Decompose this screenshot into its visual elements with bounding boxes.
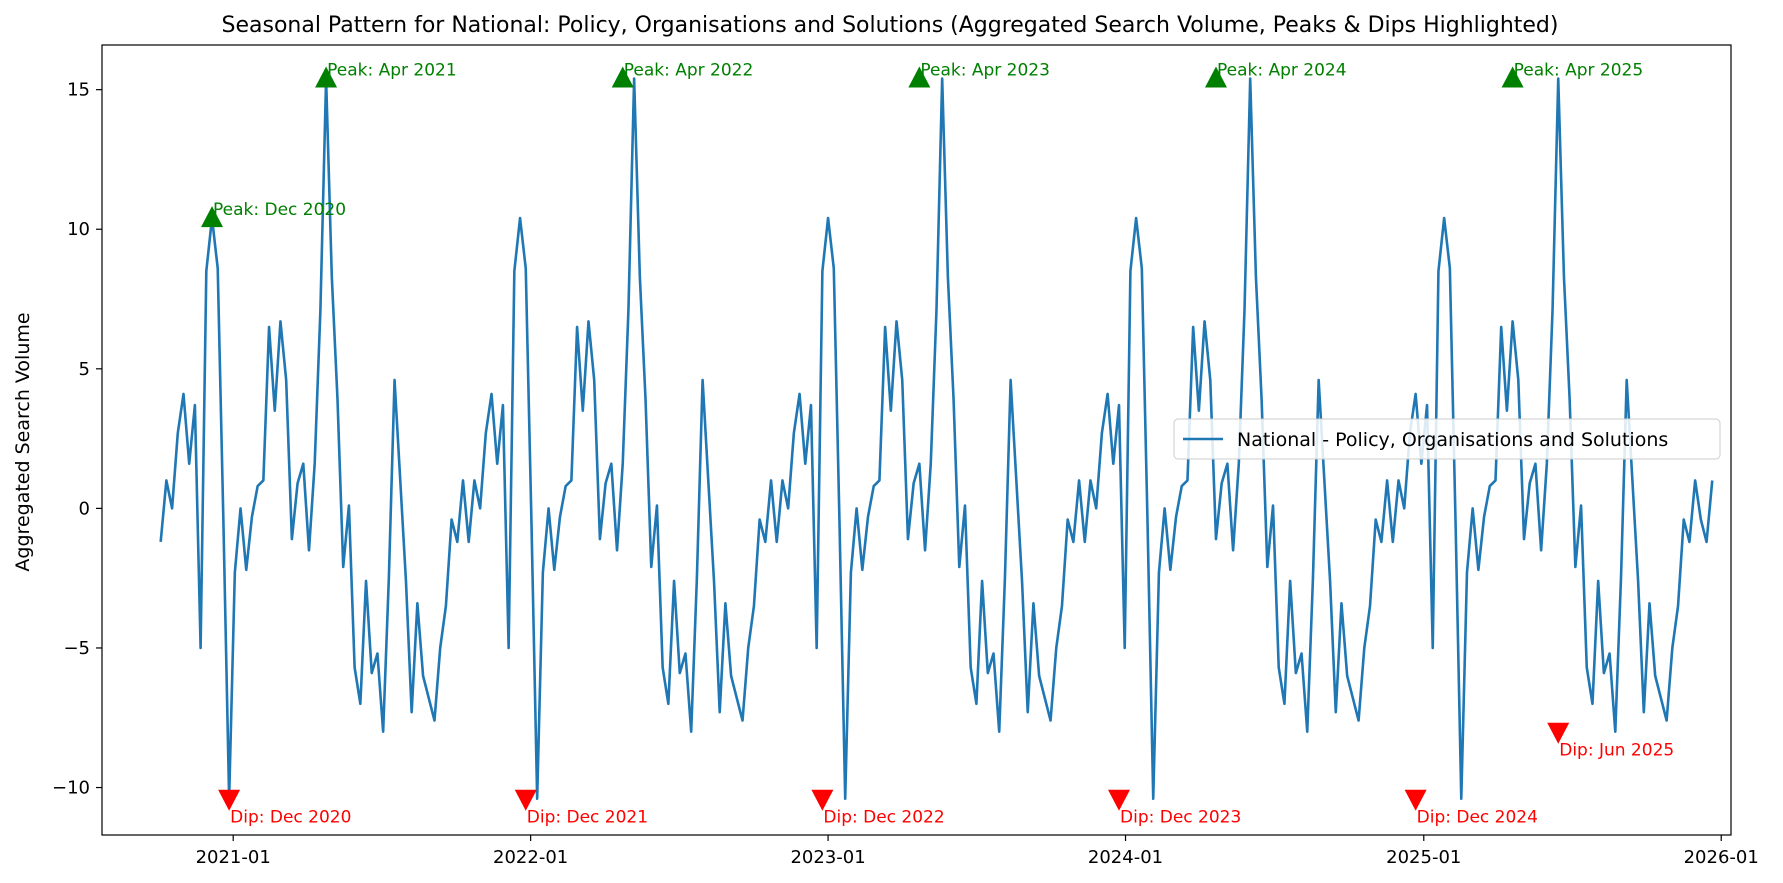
y-axis: 15 10 5 0 −5 −10: [52, 80, 102, 799]
y-tick-label: 15: [67, 80, 90, 101]
x-tick-label: 2022-01: [493, 847, 568, 868]
legend: National - Policy, Organisations and Sol…: [1173, 418, 1721, 460]
dip-label: Dip: Dec 2020: [230, 808, 351, 828]
dip-marker: [811, 789, 834, 811]
dip-marker: [1404, 789, 1427, 811]
dip-marker: [1547, 722, 1570, 744]
y-tick-label: −5: [63, 638, 90, 659]
dip-label: Dip: Jun 2025: [1559, 741, 1674, 761]
legend-box: [1173, 418, 1721, 460]
y-tick-label: −10: [52, 778, 90, 799]
peak-label: Peak: Apr 2024: [1217, 60, 1347, 80]
peak-marker: [611, 66, 634, 88]
dip-label: Dip: Dec 2024: [1417, 808, 1538, 828]
dip-marker: [514, 789, 537, 811]
peak-label: Peak: Dec 2020: [213, 200, 346, 220]
peak-marker: [1501, 66, 1524, 88]
peak-marker: [908, 66, 931, 88]
x-axis: 2021-01 2022-01 2023-01 2024-01 2025-01 2026-…: [196, 835, 1759, 868]
x-tick-label: 2025-01: [1386, 847, 1461, 868]
dip-label: Dip: Dec 2022: [823, 808, 944, 828]
y-tick-label: 10: [67, 219, 90, 240]
annotations: Peak: Dec 2020 Peak: Apr 2021 Peak: Apr 20…: [201, 60, 1674, 828]
x-tick-label: 2024-01: [1088, 847, 1163, 868]
peak-label: Peak: Apr 2023: [920, 60, 1050, 80]
chart-title: Seasonal Pattern for National: Policy, O…: [222, 13, 1559, 38]
peak-marker: [1204, 66, 1227, 88]
y-axis-label: Aggregated Search Volume: [12, 312, 34, 571]
y-tick-label: 0: [79, 498, 90, 519]
x-tick-label: 2021-01: [196, 847, 271, 868]
legend-entry-label: National - Policy, Organisations and Sol…: [1237, 429, 1668, 451]
peak-marker: [201, 206, 224, 228]
plot-frame: [101, 44, 1732, 836]
peak-marker: [315, 66, 338, 88]
peak-label: Peak: Apr 2022: [624, 60, 754, 80]
y-tick-label: 5: [79, 359, 90, 380]
peak-label: Peak: Apr 2025: [1514, 60, 1644, 80]
dip-label: Dip: Dec 2023: [1120, 808, 1241, 828]
dip-label: Dip: Dec 2021: [527, 808, 648, 828]
peak-label: Peak: Apr 2021: [327, 60, 457, 80]
dip-marker: [1108, 789, 1131, 811]
x-tick-label: 2026-01: [1684, 847, 1759, 868]
dip-marker: [218, 789, 241, 811]
x-tick-label: 2023-01: [790, 847, 865, 868]
